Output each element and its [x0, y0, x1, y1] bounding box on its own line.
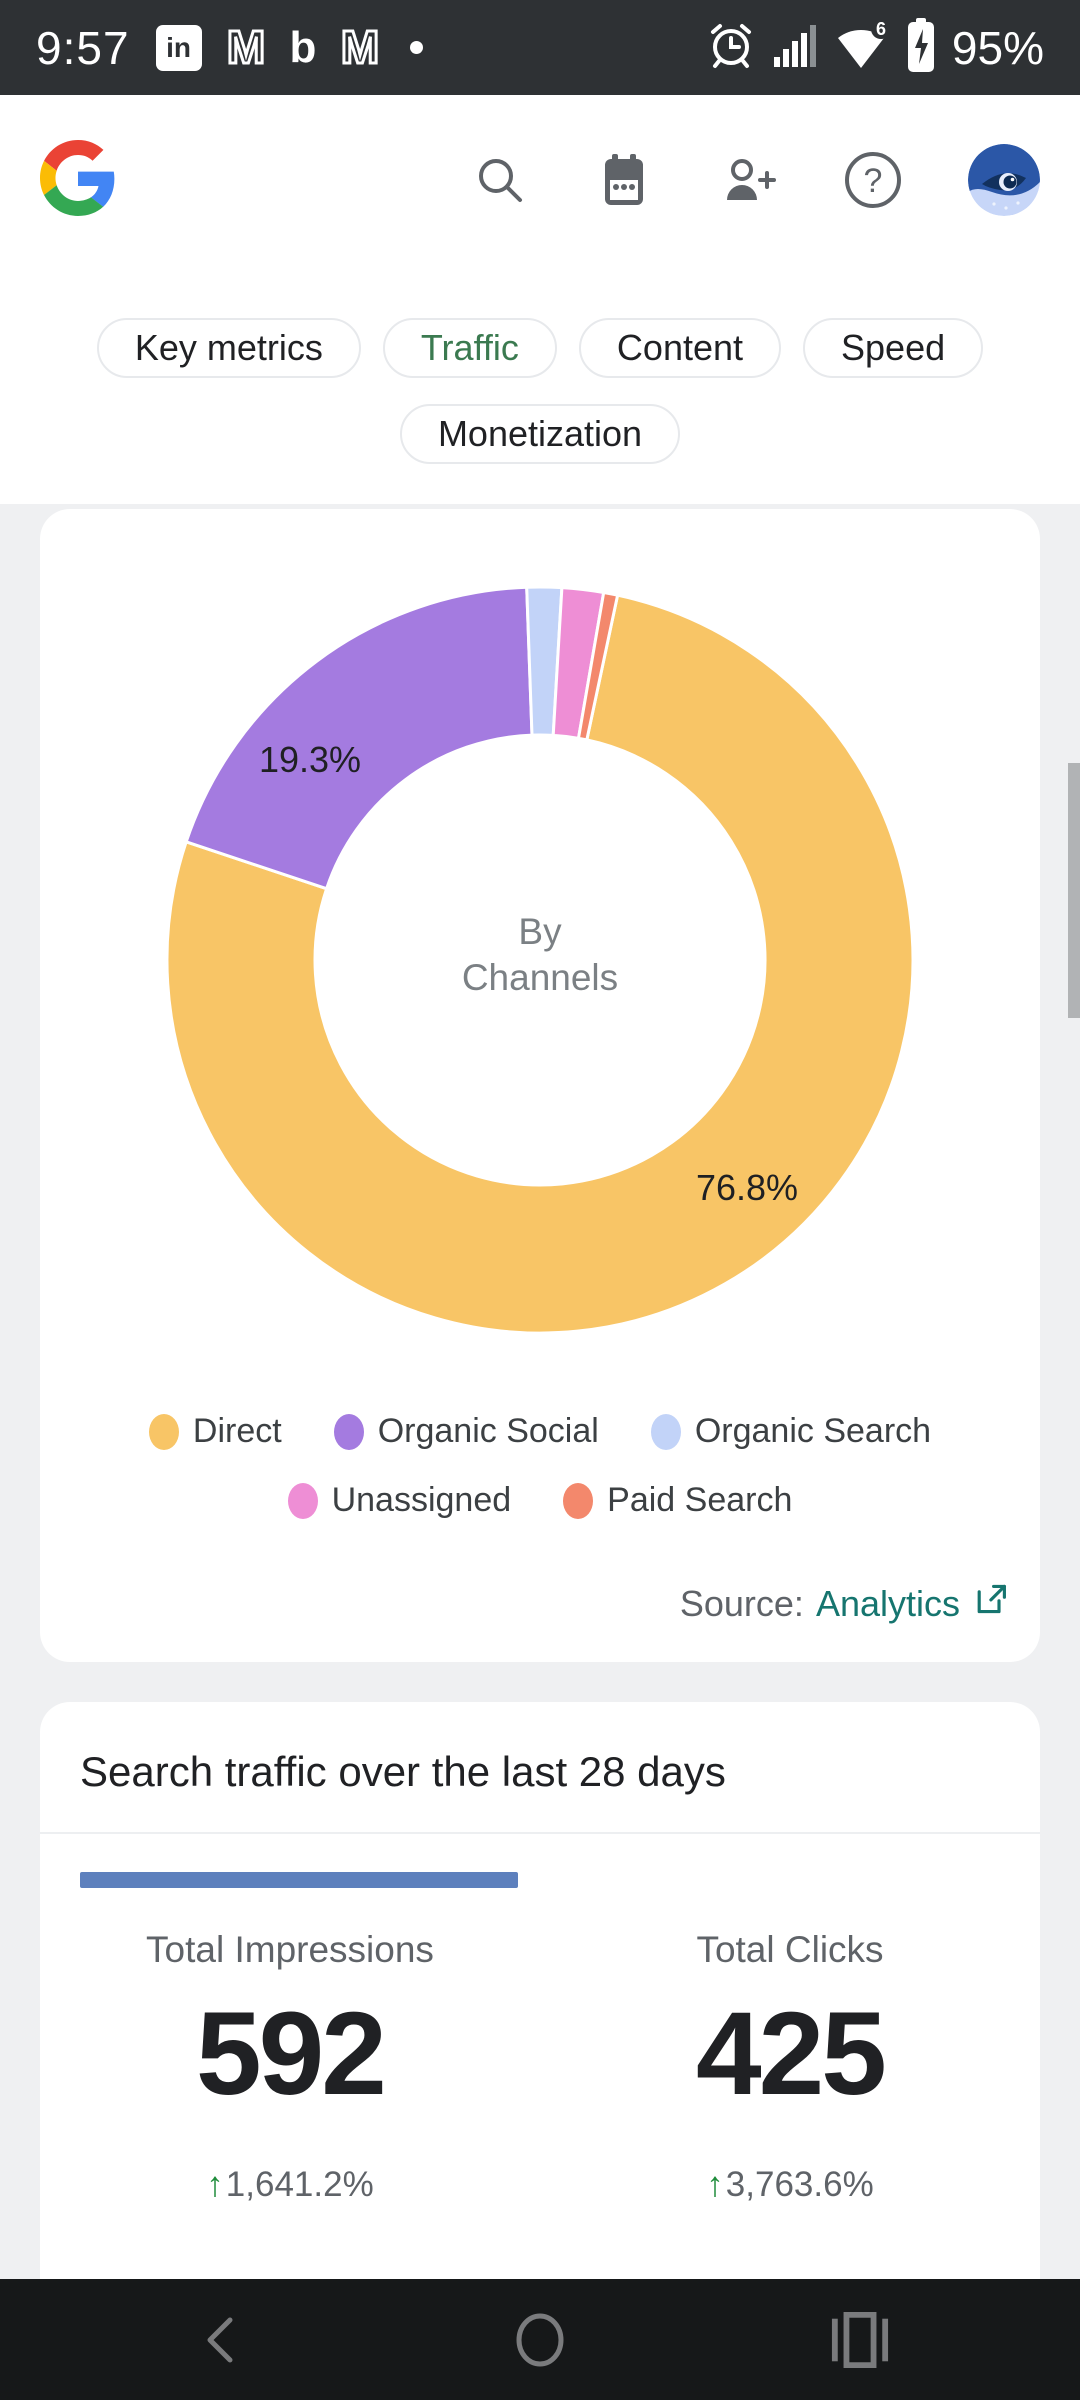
metrics-grid: Total Impressions 592 ↑1,641.2% Total Cl… — [40, 1927, 1040, 2207]
tab-speed[interactable]: Speed — [803, 318, 984, 378]
back-button[interactable] — [190, 2312, 250, 2368]
legend-item-organic-social: Organic Social — [333, 1412, 599, 1451]
impressions-delta-value: 1,641.2% — [225, 2165, 374, 2204]
clicks-value: 425 — [696, 1988, 887, 2120]
tab-key-metrics[interactable]: Key metrics — [96, 318, 361, 378]
channels-chart-card: By Channels 76.8% 19.3% Direct Organic S… — [40, 509, 1040, 1662]
donut-slice-direct[interactable] — [165, 593, 915, 1335]
svg-text:M: M — [226, 23, 264, 73]
gmail-notification-icon: M — [220, 23, 272, 73]
channels-donut-chart[interactable] — [40, 509, 1040, 1662]
card-divider — [40, 1832, 1040, 1834]
date-range-icon[interactable] — [594, 150, 654, 210]
up-arrow-icon: ↑ — [706, 2165, 724, 2204]
linkedin-notification-icon: in — [155, 24, 202, 71]
wifi-icon: 6 — [836, 19, 891, 75]
status-system-icons: 6 95% — [706, 18, 1044, 77]
organic-social-legend-dot — [333, 1413, 364, 1450]
tab-content[interactable]: Content — [578, 318, 782, 378]
organic-search-legend-dot — [650, 1413, 681, 1450]
impressions-range-indicator — [80, 1872, 518, 1888]
legend-item-organic-search: Organic Search — [650, 1412, 932, 1451]
svg-text:6: 6 — [876, 20, 886, 39]
help-icon[interactable]: ? — [842, 149, 904, 211]
svg-text:?: ? — [864, 162, 883, 200]
status-bar: 9:57 in M b M — [0, 0, 1080, 95]
impressions-delta: ↑1,641.2% — [40, 2163, 540, 2207]
legend-label: Paid Search — [607, 1481, 793, 1519]
clicks-label: Total Clicks — [696, 1929, 884, 1970]
notification-icons: in M b M — [155, 22, 424, 73]
gmail-notification-icon: M — [334, 23, 386, 73]
legend-item-direct: Direct — [148, 1412, 282, 1451]
legend-item-paid-search: Paid Search — [563, 1481, 792, 1520]
impressions-label: Total Impressions — [146, 1929, 434, 1970]
direct-legend-dot — [148, 1413, 179, 1450]
search-card-title: Search traffic over the last 28 days — [80, 1748, 726, 1795]
search-icon[interactable] — [470, 150, 530, 210]
analytics-link[interactable]: Analytics — [815, 1582, 960, 1624]
alarm-icon — [706, 19, 756, 76]
external-link-icon[interactable] — [972, 1581, 1008, 1626]
add-person-icon[interactable] — [718, 150, 778, 210]
legend-item-unassigned: Unassigned — [287, 1481, 512, 1520]
bing-notification-icon: b — [289, 22, 317, 72]
unassigned-legend-dot — [287, 1482, 318, 1519]
donut-center-label: By Channels — [461, 911, 619, 998]
metric-tabs: Key metrics Traffic Content Speed Moneti… — [0, 265, 1080, 504]
source-row: Source: Analytics — [680, 1581, 1008, 1626]
clicks-delta: ↑3,763.6% — [540, 2163, 1040, 2207]
paid-search-legend-dot — [563, 1482, 594, 1519]
recents-button[interactable] — [830, 2311, 890, 2368]
app-header: ? — [0, 95, 1080, 265]
clicks-delta-value: 3,763.6% — [725, 2165, 874, 2204]
page-scrollbar-thumb[interactable] — [1068, 763, 1080, 1018]
impressions-metric: Total Impressions 592 ↑1,641.2% — [40, 1927, 540, 2207]
chart-legend: Direct Organic Social Organic Search Una… — [40, 1412, 1040, 1520]
notification-dot-icon — [410, 41, 424, 54]
home-button[interactable] — [510, 2312, 570, 2368]
battery-percent: 95% — [951, 21, 1044, 74]
android-nav-bar — [0, 2279, 1080, 2400]
up-arrow-icon: ↑ — [206, 2165, 224, 2204]
donut-slice-paid-search[interactable] — [577, 591, 620, 742]
direct-percent-label: 76.8% — [695, 1167, 799, 1208]
google-logo — [40, 139, 116, 221]
donut-slice-organic-social[interactable] — [184, 585, 534, 891]
signal-icon — [772, 21, 820, 74]
legend-label: Unassigned — [331, 1481, 512, 1519]
profile-avatar[interactable] — [968, 144, 1040, 216]
svg-text:M: M — [341, 23, 379, 73]
clicks-metric: Total Clicks 425 ↑3,763.6% — [540, 1927, 1040, 2207]
tab-monetization[interactable]: Monetization — [399, 404, 681, 464]
legend-label: Direct — [192, 1412, 282, 1450]
tab-traffic[interactable]: Traffic — [382, 318, 557, 378]
legend-label: Organic Search — [694, 1412, 932, 1450]
organic-social-percent-label: 19.3% — [258, 739, 362, 780]
impressions-value: 592 — [196, 1988, 387, 2120]
source-prefix: Source: — [679, 1582, 804, 1624]
battery-icon — [906, 18, 936, 77]
legend-label: Organic Social — [377, 1412, 599, 1450]
search-traffic-card: Search traffic over the last 28 days Tot… — [40, 1702, 1040, 2283]
status-time: 9:57 — [36, 21, 130, 74]
